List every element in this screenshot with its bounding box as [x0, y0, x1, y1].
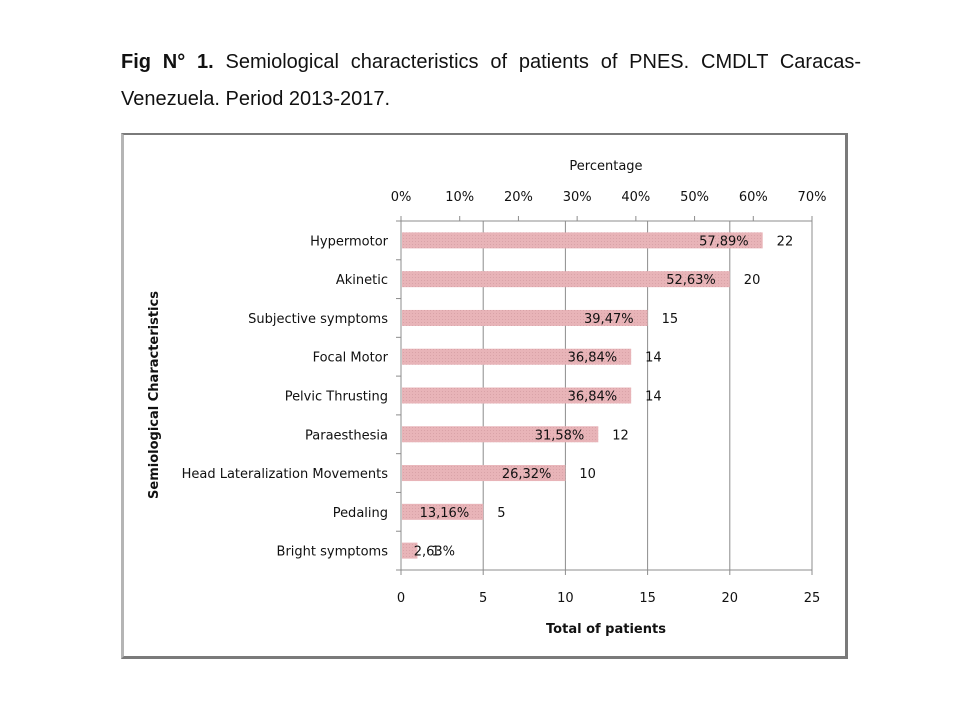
count-data-label: 14	[645, 390, 662, 405]
category-label: Subjective symptoms	[248, 312, 388, 327]
top-axis-tick-label: 30%	[563, 190, 592, 205]
bar	[402, 426, 599, 443]
top-axis-tick-label: 40%	[621, 190, 650, 205]
percentage-data-label: 2,63%	[414, 545, 455, 560]
category-label: Paraesthesia	[305, 428, 388, 443]
category-label: Pedaling	[333, 506, 388, 521]
count-data-label: 1	[431, 545, 439, 560]
count-data-label: 10	[579, 467, 596, 482]
percentage-data-label: 52,63%	[666, 273, 716, 288]
labels: 0 5 10 15 20 250% 10% 20% 30% 40% 50% 60% 70%Hypermo…	[182, 190, 827, 606]
percentage-data-label: 57,89%	[699, 234, 749, 249]
count-data-label: 14	[645, 351, 662, 366]
top-axis-tick-label: 0%	[391, 190, 412, 205]
bar	[402, 348, 632, 365]
count-data-label: 20	[744, 273, 761, 288]
top-axis-tick-label: 50%	[680, 190, 709, 205]
percentage-data-label: 39,47%	[584, 312, 634, 327]
bar	[402, 309, 648, 326]
percentage-data-label: 36,84%	[568, 351, 618, 366]
bar	[402, 387, 632, 404]
count-data-label: 22	[777, 234, 794, 249]
bars	[402, 232, 763, 559]
y-axis-title: Semiological Characteristics	[147, 291, 162, 499]
top-axis-title: Percentage	[569, 159, 642, 174]
count-data-label: 5	[497, 506, 505, 521]
category-label: Pelvic Thrusting	[285, 390, 388, 405]
bar	[402, 232, 763, 249]
bottom-axis-tick-label: 15	[639, 591, 656, 606]
category-label: Hypermotor	[310, 234, 389, 249]
chart-frame	[121, 133, 848, 659]
category-label: Head Lateralization Movements	[182, 467, 389, 482]
percentage-data-label: 31,58%	[535, 428, 585, 443]
bottom-axis-title: Total of patients	[546, 622, 666, 637]
percentage-data-label: 26,32%	[502, 467, 552, 482]
bottom-axis-tick-label: 10	[557, 591, 574, 606]
percentage-data-label: 13,16%	[420, 506, 470, 521]
bottom-axis-tick-label: 0	[397, 591, 405, 606]
bottom-axis-tick-label: 5	[479, 591, 487, 606]
top-axis-tick-label: 70%	[798, 190, 827, 205]
bar	[402, 503, 484, 520]
top-axis-tick-label: 10%	[445, 190, 474, 205]
bottom-axis-tick-label: 25	[804, 591, 821, 606]
bar	[402, 465, 566, 482]
category-label: Bright symptoms	[277, 545, 389, 560]
figure-caption-text: Semiological characteristics of patients…	[121, 51, 861, 110]
category-label: Akinetic	[336, 273, 388, 288]
axes	[396, 216, 813, 575]
figure-caption: Fig N° 1. Semiological characteristics o…	[121, 44, 861, 118]
top-axis-tick-label: 20%	[504, 190, 533, 205]
count-data-label: 12	[612, 428, 629, 443]
count-data-label: 15	[662, 312, 679, 327]
category-label: Focal Motor	[313, 351, 389, 366]
bar	[402, 542, 418, 559]
bottom-axis-tick-label: 20	[722, 591, 739, 606]
top-axis-tick-label: 60%	[739, 190, 768, 205]
percentage-data-label: 36,84%	[568, 390, 618, 405]
bar	[402, 271, 730, 288]
figure-number: Fig N° 1.	[121, 51, 214, 73]
